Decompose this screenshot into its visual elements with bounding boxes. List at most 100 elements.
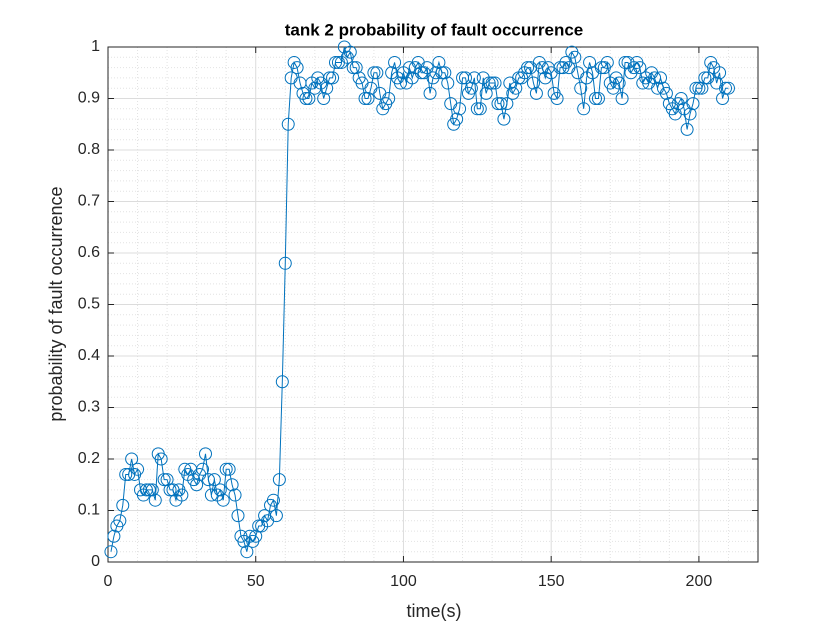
data-point <box>299 92 313 105</box>
data-point <box>107 529 121 543</box>
data-point <box>343 45 357 59</box>
data-point <box>615 92 629 105</box>
data-point <box>488 76 502 90</box>
data-point <box>521 61 535 75</box>
data-point <box>131 462 145 476</box>
data-point <box>326 71 340 85</box>
data-point <box>721 81 735 95</box>
data-point <box>467 71 481 85</box>
data-point <box>249 529 263 543</box>
data-point <box>479 86 493 100</box>
data-point <box>438 66 452 80</box>
data-point <box>526 76 540 90</box>
data-point <box>719 81 732 95</box>
data-point <box>142 483 156 497</box>
data-point <box>157 473 171 487</box>
data-point <box>695 81 709 95</box>
data-point <box>349 61 363 75</box>
data-point <box>225 478 239 492</box>
data-point <box>320 81 334 95</box>
data-point <box>450 112 464 126</box>
x-axis-label: time(s) <box>407 601 462 621</box>
data-point <box>574 81 588 95</box>
data-point <box>125 452 139 466</box>
data-point <box>550 92 564 105</box>
data-point <box>698 71 712 85</box>
data-point <box>494 97 508 111</box>
data-point <box>470 102 484 116</box>
y-tick-label: 1 <box>91 38 100 55</box>
data-point <box>272 473 286 487</box>
y-tick-label: 0.2 <box>78 450 100 467</box>
data-point <box>600 55 614 69</box>
data-point <box>139 483 153 497</box>
data-point <box>346 61 360 75</box>
data-point <box>116 498 130 512</box>
data-point <box>219 462 233 476</box>
data-point <box>240 545 254 559</box>
data-point <box>529 86 543 100</box>
data-point <box>633 61 647 75</box>
y-tick-label: 0.1 <box>78 502 100 519</box>
data-point <box>659 86 673 100</box>
data-point <box>429 66 443 80</box>
data-point <box>190 478 204 492</box>
data-point <box>686 97 700 111</box>
y-tick-label: 0.4 <box>78 347 100 364</box>
data-point <box>394 76 407 90</box>
data-point <box>680 122 694 136</box>
y-tick-label: 0 <box>91 553 100 570</box>
data-point <box>432 55 446 69</box>
y-tick-label: 0.5 <box>78 296 100 313</box>
data-point <box>329 55 342 69</box>
x-tick-label: 200 <box>686 573 713 590</box>
data-point <box>278 256 292 270</box>
data-point <box>509 81 523 95</box>
data-point <box>577 102 591 116</box>
data-point <box>160 473 174 487</box>
data-point <box>674 92 688 105</box>
data-point <box>435 66 449 80</box>
data-point <box>500 97 514 111</box>
data-point <box>482 76 496 90</box>
data-point <box>367 66 381 80</box>
data-point <box>323 71 337 85</box>
data-point <box>281 117 295 131</box>
data-point <box>591 92 605 105</box>
data-point <box>222 462 236 476</box>
data-point <box>216 493 230 507</box>
data-point <box>269 509 283 523</box>
data-point <box>201 473 215 487</box>
data-point <box>275 375 289 389</box>
data-point <box>358 92 372 105</box>
data-point <box>370 66 384 80</box>
data-point <box>361 92 375 105</box>
data-point <box>175 488 189 502</box>
data-point <box>441 76 455 90</box>
data-point <box>459 71 472 85</box>
y-tick-label: 0.3 <box>78 399 100 416</box>
data-point <box>713 66 727 80</box>
data-point <box>654 71 667 85</box>
y-axis-label: probability of fault occurrence <box>46 186 66 421</box>
data-point <box>290 61 304 75</box>
data-point <box>464 81 478 95</box>
data-point <box>207 473 221 487</box>
y-tick-label: 0.6 <box>78 244 100 261</box>
chart-title: tank 2 probability of fault occurrence <box>285 20 584 39</box>
data-point <box>689 81 703 95</box>
data-point <box>568 50 582 64</box>
data-point <box>213 483 227 497</box>
data-point <box>231 509 245 523</box>
data-point <box>104 545 118 559</box>
data-point <box>382 92 396 105</box>
data-point <box>589 92 602 105</box>
data-point <box>228 488 242 502</box>
data-point <box>583 55 597 69</box>
data-point <box>317 92 331 105</box>
grid-layer <box>107 46 758 563</box>
x-tick-label: 0 <box>104 573 113 590</box>
x-tick-label: 50 <box>247 573 265 590</box>
data-point <box>148 493 162 507</box>
